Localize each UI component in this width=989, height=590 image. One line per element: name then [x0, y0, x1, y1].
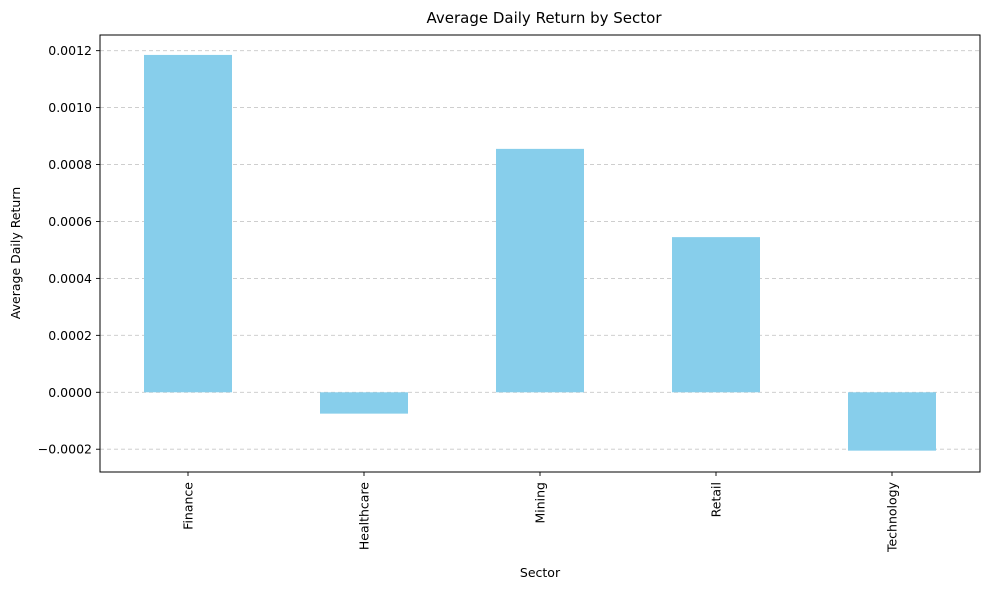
x-tick-label: Finance [181, 482, 196, 530]
y-tick-label: −0.0002 [38, 442, 92, 457]
bars [144, 54, 936, 451]
y-tick-label: 0.0000 [48, 385, 92, 400]
axes [96, 34, 981, 476]
bar-mining [496, 148, 584, 393]
y-tick-label: 0.0008 [48, 157, 92, 172]
y-tick-label: 0.0002 [48, 328, 92, 343]
x-tick-labels: Finance Healthcare Mining Retail Technology [181, 481, 900, 553]
bar-healthcare [320, 392, 408, 414]
y-tick-labels: −0.0002 0.0000 0.0002 0.0004 0.0006 0.0008 0.0… [38, 43, 92, 457]
x-tick-label: Technology [885, 481, 900, 553]
chart-title: Average Daily Return by Sector [426, 9, 662, 27]
x-tick-label: Healthcare [357, 482, 372, 550]
y-tick-label: 0.0010 [48, 100, 92, 115]
bar-finance [144, 54, 232, 393]
x-tick-label: Retail [709, 482, 724, 517]
x-tick-label: Mining [533, 482, 548, 524]
y-axis-label: Average Daily Return [8, 187, 23, 319]
y-tick-label: 0.0006 [48, 214, 92, 229]
x-axis-label: Sector [520, 565, 561, 580]
y-tick-label: 0.0012 [48, 43, 92, 58]
bar-retail [672, 237, 760, 393]
bar-technology [848, 392, 936, 451]
y-tick-label: 0.0004 [48, 271, 92, 286]
